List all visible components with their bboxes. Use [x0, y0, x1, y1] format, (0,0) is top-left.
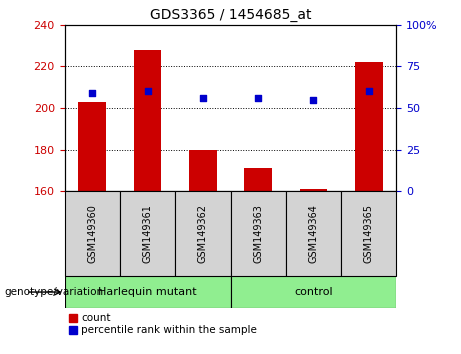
Bar [230, 191, 286, 276]
Text: GSM149365: GSM149365 [364, 204, 374, 263]
Point [144, 88, 151, 94]
Text: GSM149363: GSM149363 [253, 204, 263, 263]
Text: GSM149360: GSM149360 [87, 204, 97, 263]
Text: GSM149361: GSM149361 [142, 204, 153, 263]
Bar [65, 276, 230, 308]
Text: GSM149364: GSM149364 [308, 204, 319, 263]
Bar [175, 191, 230, 276]
Text: Harlequin mutant: Harlequin mutant [98, 287, 197, 297]
Bar [286, 191, 341, 276]
Bar [65, 191, 120, 276]
Point [254, 95, 262, 101]
Point [199, 95, 207, 101]
Point [365, 88, 372, 94]
Bar [134, 50, 161, 191]
Bar [244, 168, 272, 191]
Bar [78, 102, 106, 191]
Title: GDS3365 / 1454685_at: GDS3365 / 1454685_at [150, 8, 311, 22]
Text: control: control [294, 287, 333, 297]
Bar [355, 62, 383, 191]
Bar [341, 191, 396, 276]
Text: genotype/variation: genotype/variation [5, 287, 104, 297]
Bar [189, 149, 217, 191]
Point [310, 97, 317, 103]
Legend: count, percentile rank within the sample: count, percentile rank within the sample [70, 313, 257, 335]
Text: GSM149362: GSM149362 [198, 204, 208, 263]
Bar [230, 276, 396, 308]
Bar [120, 191, 175, 276]
Point [89, 91, 96, 96]
Bar [300, 189, 327, 191]
